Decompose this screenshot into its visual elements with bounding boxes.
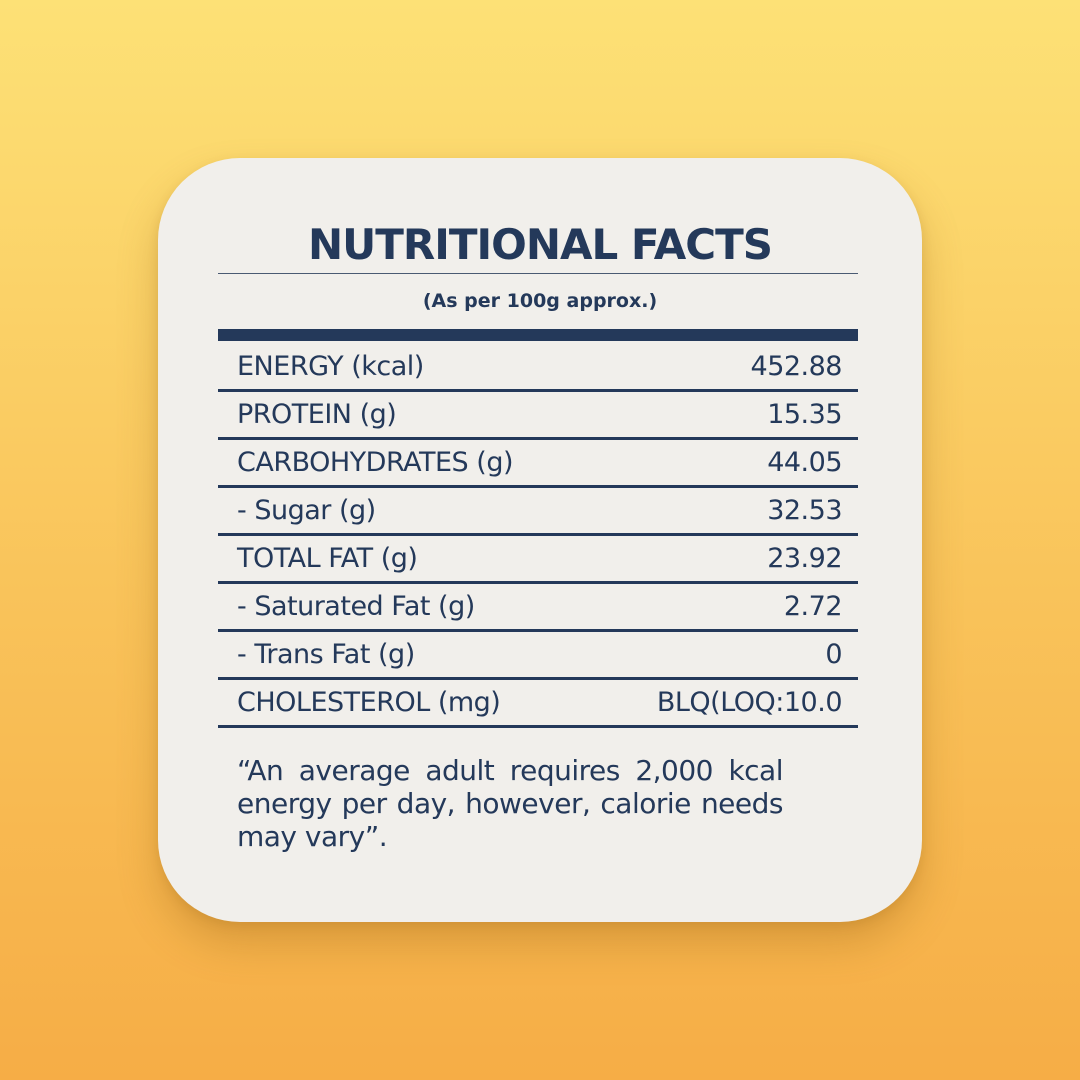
nutrient-label: PROTEIN (g): [237, 399, 397, 430]
nutrient-label: - Saturated Fat (g): [237, 591, 475, 622]
nutrient-label: ENERGY (kcal): [237, 351, 424, 382]
nutrient-row-saturated-fat: - Saturated Fat (g) 2.72: [218, 584, 858, 632]
nutrient-label: - Trans Fat (g): [237, 639, 415, 670]
nutrient-value: 0: [825, 639, 842, 670]
nutrient-row-sugar: - Sugar (g) 32.53: [218, 488, 858, 536]
nutrient-value: 32.53: [767, 495, 842, 526]
nutrient-row-trans-fat: - Trans Fat (g) 0: [218, 632, 858, 680]
nutrient-value: 44.05: [767, 447, 842, 478]
nutrient-row-cholesterol: CHOLESTEROL (mg) BLQ(LOQ:10.0: [218, 680, 858, 728]
nutrient-label: TOTAL FAT (g): [237, 543, 418, 574]
nutrient-value: 452.88: [750, 351, 843, 382]
nutrient-value: 2.72: [783, 591, 843, 622]
nutrient-value: 15.35: [767, 399, 842, 430]
header-bar: [218, 329, 858, 341]
nutrition-title: NUTRITIONAL FACTS: [308, 220, 773, 269]
nutrient-row-energy: ENERGY (kcal) 452.88: [218, 344, 858, 392]
serving-note: (As per 100g approx.): [422, 290, 658, 312]
nutrient-row-protein: PROTEIN (g) 15.35: [218, 392, 858, 440]
nutrition-facts-card: NUTRITIONAL FACTS (As per 100g approx.) …: [158, 158, 922, 922]
nutrient-row-carbohydrates: CARBOHYDRATES (g) 44.05: [218, 440, 858, 488]
nutrient-value: 23.92: [767, 543, 842, 574]
energy-footnote: “An average adult requires 2,000 kcal en…: [237, 754, 784, 853]
nutrition-table: ENERGY (kcal) 452.88 PROTEIN (g) 15.35 C…: [218, 344, 858, 728]
nutrient-label: CHOLESTEROL (mg): [237, 687, 501, 718]
nutrient-label: CARBOHYDRATES (g): [237, 447, 514, 478]
nutrient-row-total-fat: TOTAL FAT (g) 23.92: [218, 536, 858, 584]
nutrient-value: BLQ(LOQ:10.0: [656, 687, 843, 718]
nutrient-label: - Sugar (g): [237, 495, 376, 526]
title-divider: [218, 273, 858, 274]
